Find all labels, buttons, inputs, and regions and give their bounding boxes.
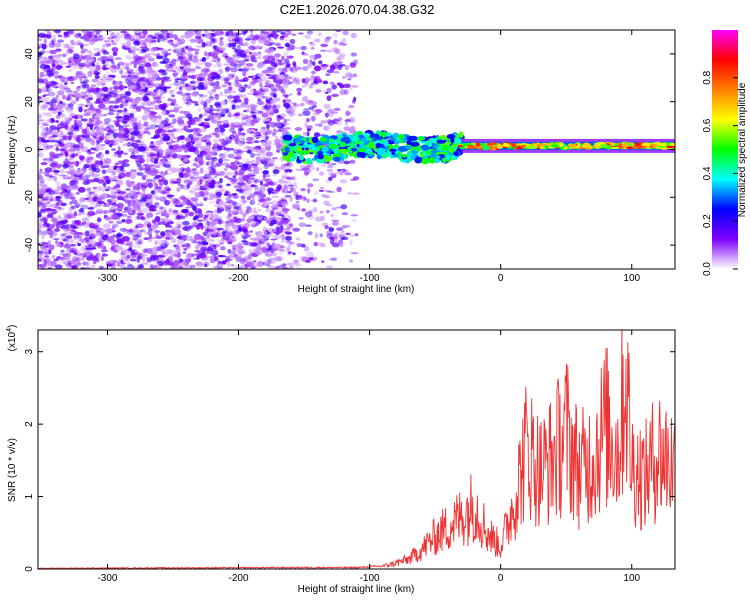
- x-tick-label: -300: [97, 573, 117, 584]
- snr-plot: [38, 330, 675, 569]
- x-tick-label: 100: [623, 573, 640, 584]
- colorbar-tick-label: 0.2: [702, 214, 713, 228]
- page-title: C2E1.2026.070.04.38.G32: [279, 2, 435, 17]
- colorbar-tick-label: 0.0: [702, 262, 713, 276]
- colorbar-label: Normalized spectral amplitude: [737, 82, 748, 217]
- snr-scale-label: (x104): [6, 325, 18, 352]
- x-tick-label: -100: [360, 573, 380, 584]
- heatmap-region: [457, 138, 675, 153]
- x-tick-label: 100: [623, 273, 640, 284]
- heatmap-region: [38, 30, 295, 269]
- spectrogram-x-ticks: -300 -200 -100 0 100: [97, 30, 641, 284]
- x-tick-label: 0: [498, 273, 504, 284]
- x-tick-label: -300: [97, 273, 117, 284]
- snr-x-label: Height of straight line (km): [298, 584, 415, 595]
- x-tick-label: -200: [229, 573, 249, 584]
- y-tick-label: 1: [24, 493, 35, 499]
- y-tick-label: -40: [24, 237, 35, 252]
- snr-series-line: [38, 330, 675, 569]
- y-tick-label: 2: [24, 421, 35, 427]
- colorbar-tick-label: 0.4: [702, 166, 713, 180]
- x-tick-label: 0: [498, 573, 504, 584]
- colorbar-tick-label: 0.6: [702, 118, 713, 132]
- y-tick-label: 3: [24, 349, 35, 355]
- colorbar-tick-label: 0.8: [702, 70, 713, 84]
- colorbar-ticks: 0.0 0.2 0.4 0.6 0.8: [702, 70, 738, 276]
- x-tick-label: -200: [229, 273, 249, 284]
- x-tick-label: -100: [360, 273, 380, 284]
- y-tick-label: 0: [24, 566, 35, 572]
- y-tick-label: -20: [24, 190, 35, 205]
- y-tick-label: 40: [24, 48, 35, 60]
- snr-frame: [37, 329, 676, 570]
- spectrogram-plot: [38, 30, 675, 269]
- y-tick-label: 0: [24, 146, 35, 152]
- snr-x-ticks: -300 -200 -100 0 100: [97, 330, 641, 584]
- spectrogram-y-label: Frequency (Hz): [7, 116, 18, 185]
- spectrogram-x-label: Height of straight line (km): [298, 284, 415, 295]
- snr-y-label: SNR (10 * v/v): [7, 438, 18, 502]
- colorbar: [712, 30, 738, 269]
- y-tick-label: 20: [24, 96, 35, 108]
- heatmap-region: [281, 129, 466, 165]
- snr-y-ticks: 0 1 2 3: [24, 349, 675, 572]
- spectrogram-y-ticks: -40 -20 0 20 40: [24, 48, 675, 252]
